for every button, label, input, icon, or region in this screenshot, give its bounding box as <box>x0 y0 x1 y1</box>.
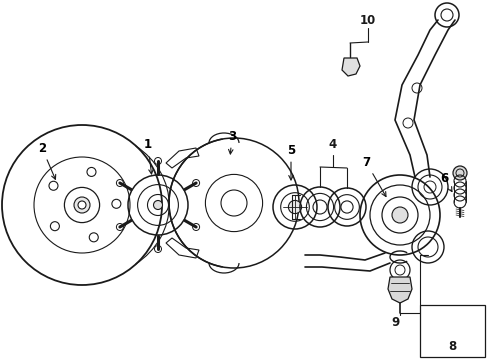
Circle shape <box>392 207 408 223</box>
Text: 2: 2 <box>38 141 56 179</box>
Circle shape <box>153 201 163 210</box>
Text: 3: 3 <box>228 130 236 154</box>
Polygon shape <box>342 58 360 76</box>
Text: 10: 10 <box>360 13 376 27</box>
Text: 6: 6 <box>440 171 452 192</box>
Circle shape <box>74 197 90 213</box>
Text: 1: 1 <box>144 139 153 174</box>
Text: 9: 9 <box>391 315 399 328</box>
Bar <box>420 305 485 357</box>
Circle shape <box>453 166 467 180</box>
Text: 8: 8 <box>448 341 456 354</box>
Circle shape <box>289 201 302 213</box>
Circle shape <box>348 62 356 70</box>
Text: 7: 7 <box>362 156 386 197</box>
Polygon shape <box>388 277 412 303</box>
Circle shape <box>78 201 86 209</box>
Text: 5: 5 <box>287 144 295 180</box>
Text: 4: 4 <box>329 138 337 150</box>
